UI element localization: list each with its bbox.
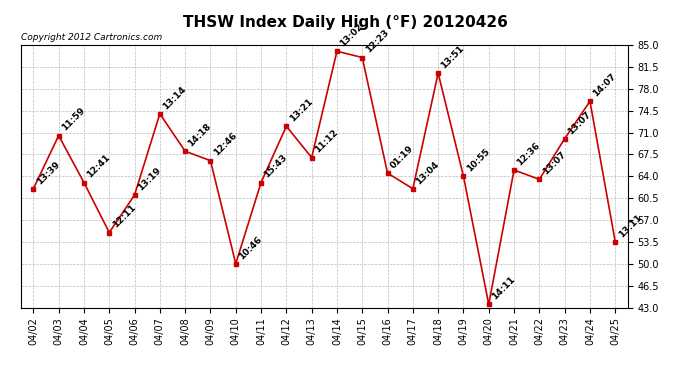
Text: 13:19: 13:19 (136, 165, 163, 192)
Text: 14:11: 14:11 (490, 275, 517, 302)
Text: 12:23: 12:23 (364, 28, 391, 55)
Text: 15:43: 15:43 (262, 153, 289, 180)
Text: 12:46: 12:46 (212, 131, 239, 158)
Text: 10:46: 10:46 (237, 234, 264, 261)
Text: 10:55: 10:55 (465, 147, 491, 174)
Text: 13:39: 13:39 (34, 159, 61, 186)
Text: 13:04: 13:04 (414, 159, 441, 186)
Text: Copyright 2012 Cartronics.com: Copyright 2012 Cartronics.com (21, 33, 162, 42)
Text: 12:41: 12:41 (86, 153, 112, 180)
Text: 13:07: 13:07 (541, 150, 567, 177)
Text: THSW Index Daily High (°F) 20120426: THSW Index Daily High (°F) 20120426 (183, 15, 507, 30)
Text: 01:19: 01:19 (389, 144, 415, 170)
Text: 13:14: 13:14 (161, 84, 188, 111)
Text: 13:02: 13:02 (338, 22, 365, 48)
Text: 11:12: 11:12 (313, 128, 339, 155)
Text: 14:07: 14:07 (591, 72, 618, 99)
Text: 13:21: 13:21 (288, 97, 315, 123)
Text: 12:36: 12:36 (515, 141, 542, 167)
Text: 11:59: 11:59 (60, 106, 87, 133)
Text: 13:51: 13:51 (440, 44, 466, 70)
Text: 13:11: 13:11 (617, 213, 643, 239)
Text: 13:07: 13:07 (566, 110, 593, 136)
Text: 12:11: 12:11 (110, 203, 137, 230)
Text: 14:18: 14:18 (186, 122, 213, 148)
